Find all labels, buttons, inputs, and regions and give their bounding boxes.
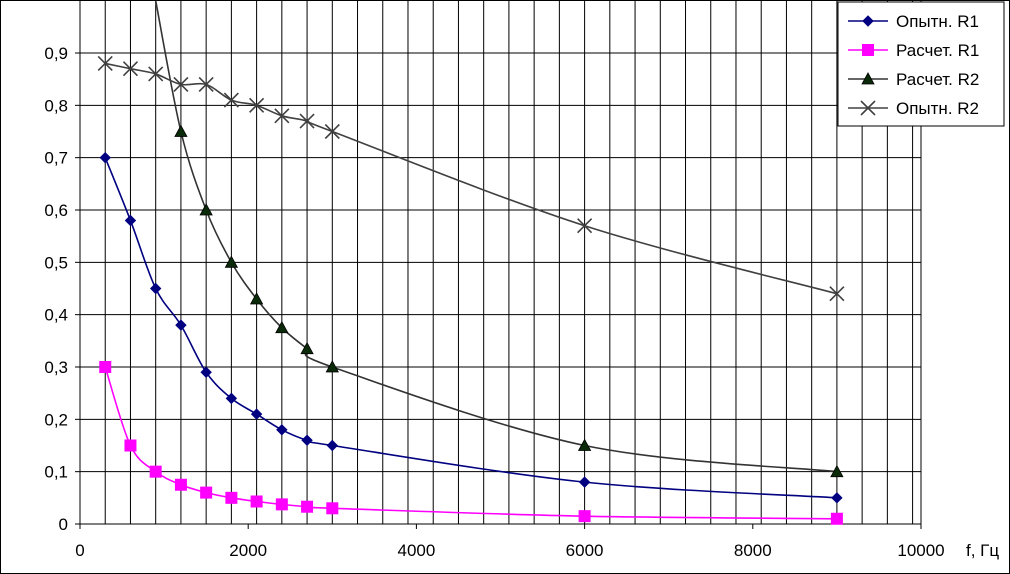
data-point-2	[124, 439, 137, 452]
y-tick-label: 0	[59, 515, 68, 534]
series-line-2	[104, 366, 837, 520]
data-point-1	[175, 319, 187, 331]
data-point-4	[577, 218, 593, 234]
data-point-2	[830, 512, 843, 525]
data-point-1	[276, 424, 288, 436]
data-point-4	[274, 108, 290, 124]
series-line-3	[154, 0, 837, 473]
x-marker-stroke	[860, 100, 876, 116]
data-point-1	[99, 151, 111, 164]
data-point-2	[301, 500, 314, 513]
x-tick-label: 6000	[566, 541, 604, 560]
data-point-4	[299, 113, 315, 129]
y-tick-label: 0,5	[44, 253, 68, 272]
data-point-2	[326, 502, 339, 515]
data-point-1	[149, 282, 162, 295]
x-marker-stroke	[324, 123, 340, 140]
x-marker-stroke	[148, 66, 164, 82]
data-point-2	[174, 478, 187, 491]
legend: Опытн. R1 Расчет. R1 Расчет. R2 Опытн. R2	[837, 1, 1005, 127]
data-point-2	[225, 491, 238, 504]
legend-entry-label: Расчет. R1	[896, 41, 979, 60]
data-point-2	[578, 510, 591, 523]
data-point-4	[249, 97, 265, 113]
x-tick-label: 8000	[734, 541, 772, 560]
data-point-1	[578, 476, 591, 488]
x-tick-label: 10000	[897, 541, 944, 560]
x-axis-title: f, Гц	[966, 541, 999, 560]
x-marker-stroke	[299, 113, 315, 129]
x-tick-label: 4000	[397, 541, 435, 560]
series-line-1	[104, 157, 837, 499]
legend-swatch-marker	[862, 44, 874, 56]
data-point-4	[148, 66, 164, 82]
data-point-2	[250, 495, 263, 508]
data-point-2	[200, 486, 213, 499]
series-line-4	[105, 62, 838, 295]
data-point-3	[325, 360, 339, 373]
data-point-4	[223, 92, 239, 108]
data-point-4	[324, 123, 340, 140]
x-marker-stroke	[173, 76, 189, 92]
y-tick-label: 0,7	[44, 149, 68, 168]
data-point-4	[173, 76, 189, 92]
data-point-1	[301, 434, 313, 446]
y-tick-label: 0,1	[44, 463, 68, 482]
data-point-3	[275, 320, 289, 334]
legend-entry-label: Расчет. R2	[896, 70, 979, 89]
data-point-1	[200, 366, 212, 378]
data-point-3	[830, 464, 844, 478]
data-point-2	[99, 361, 112, 373]
data-point-3	[174, 124, 188, 137]
data-point-3	[224, 255, 239, 268]
data-point-3	[300, 341, 314, 355]
data-point-3	[249, 292, 264, 305]
x-tick-label: 2000	[229, 541, 267, 560]
legend-entry-label: Опытн. R1	[896, 12, 979, 31]
data-point-4	[198, 76, 214, 92]
data-point-4	[97, 55, 113, 72]
legend-swatch-marker	[862, 15, 874, 27]
markers-layer	[97, 55, 845, 525]
data-point-3	[199, 203, 213, 216]
x-marker-stroke	[577, 218, 593, 234]
legend-swatch-marker	[861, 72, 875, 85]
y-tick-label: 0,8	[44, 96, 68, 115]
grid-lines	[80, 0, 921, 524]
data-point-1	[250, 408, 263, 420]
y-tick-label: 0,6	[44, 201, 68, 220]
x-marker-stroke	[198, 76, 214, 92]
data-point-2	[275, 498, 288, 511]
x-marker-stroke	[122, 61, 139, 77]
data-point-1	[124, 214, 137, 227]
y-tick-label: 0,3	[44, 358, 68, 377]
data-point-4	[122, 61, 139, 77]
x-tick-label: 0	[75, 541, 84, 560]
legend-entry-label: Опытн. R2	[896, 99, 979, 118]
x-marker-stroke	[97, 55, 113, 72]
y-tick-label: 0,4	[44, 306, 68, 325]
legend-swatch-marker	[860, 100, 876, 116]
y-tick-label: 0,2	[44, 410, 68, 429]
y-tick-label: 0,9	[44, 44, 68, 63]
data-point-3	[577, 438, 592, 451]
axis-ticks: 0 0,1 0,2 0,3 0,4 0,5 0,6 0,7 0,8 0,9 0 2000 4000 600…	[44, 44, 944, 560]
data-point-1	[225, 392, 238, 405]
x-marker-stroke	[223, 92, 239, 108]
data-point-2	[149, 465, 162, 478]
data-point-1	[326, 439, 339, 452]
x-marker-stroke	[829, 286, 845, 302]
series-layer	[104, 0, 838, 520]
x-marker-stroke	[274, 108, 290, 124]
x-marker-stroke	[249, 97, 265, 113]
data-point-4	[829, 286, 845, 302]
data-point-1	[831, 492, 843, 504]
